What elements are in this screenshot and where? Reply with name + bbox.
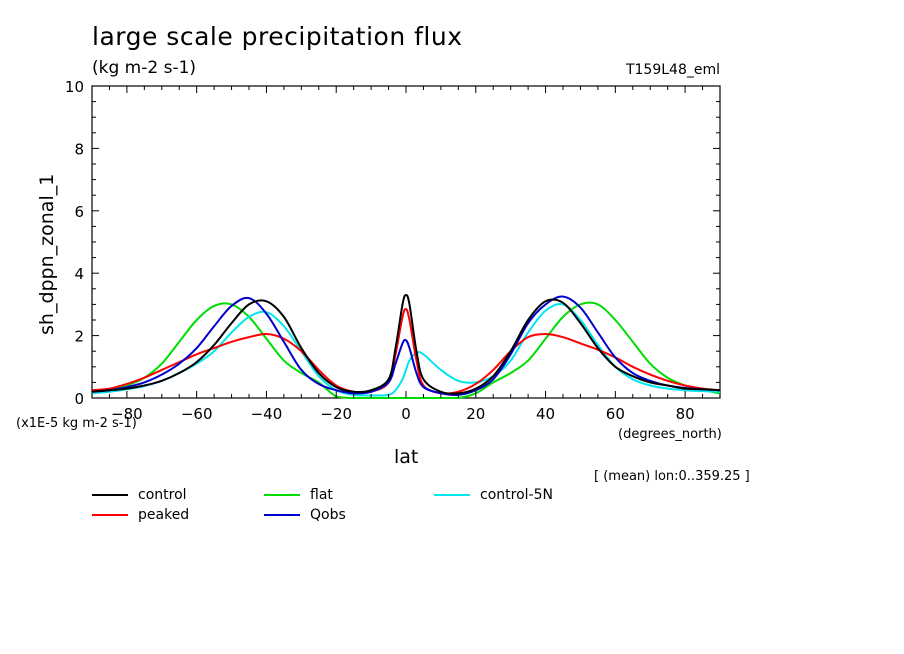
run-id: T159L48_eml (625, 62, 720, 78)
chart-title: large scale precipitation flux (92, 22, 463, 51)
legend-swatch-qobs (264, 514, 300, 516)
x-tick-label: −60 (181, 405, 213, 423)
y-tick-label: 8 (74, 140, 84, 158)
legend-item-peaked: peaked (92, 507, 189, 523)
legend-swatch-peaked (92, 514, 128, 516)
x-tick-label: 80 (676, 405, 695, 423)
series-line-qobs (91, 295, 721, 397)
series-lines (91, 294, 721, 399)
x-tick-label: −40 (251, 405, 283, 423)
y-tick-label: 2 (74, 328, 84, 346)
legend-swatch-control (92, 494, 128, 496)
y-tick-label: 4 (74, 265, 84, 283)
legend-item-control-5n: control-5N (434, 487, 553, 503)
x-tick-label: 20 (466, 405, 485, 423)
series-line-flat (91, 301, 721, 399)
plot-area-border (91, 85, 721, 399)
x-axis-unit: (degrees_north) (618, 427, 722, 442)
y-tick-label: 6 (74, 203, 84, 221)
legend-label-control: control (138, 487, 187, 503)
y-axis-label: sh_dppn_zonal_1 (36, 173, 58, 335)
mean-lon-note: [ (mean) lon:0..359.25 ] (594, 469, 750, 484)
legend-label-control-5n: control-5N (480, 487, 553, 503)
series-line-control-5n (91, 303, 721, 397)
legend-label-peaked: peaked (138, 507, 190, 523)
axes: 0 2 4 6 8 10 −80 −60 −40 −20 0 20 40 60 80 (65, 78, 721, 423)
legend-swatch-control-5n (434, 494, 470, 496)
legend-item-qobs: Qobs (264, 507, 346, 523)
plot-frame (91, 85, 721, 399)
legend-swatch-flat (264, 494, 300, 496)
scale-note: (x1E-5 kg m-2 s-1) (16, 416, 137, 431)
legend-item-flat: flat (264, 487, 333, 503)
y-tick-label: 0 (74, 390, 84, 408)
series-line-peaked (91, 307, 721, 395)
legend-label-flat: flat (310, 487, 333, 503)
x-tick-label: 0 (401, 405, 411, 423)
x-axis-label: lat (394, 446, 419, 468)
x-tick-label: −80 (111, 405, 143, 423)
legend-label-qobs: Qobs (310, 507, 346, 523)
x-tick-label: −20 (320, 405, 352, 423)
x-tick-label: 40 (536, 405, 555, 423)
legend-item-control: control (92, 487, 187, 503)
chart-units: (kg m-2 s-1) (92, 58, 197, 78)
y-tick-label: 10 (65, 78, 84, 96)
series-line-control (91, 294, 721, 395)
x-tick-label: 60 (606, 405, 625, 423)
